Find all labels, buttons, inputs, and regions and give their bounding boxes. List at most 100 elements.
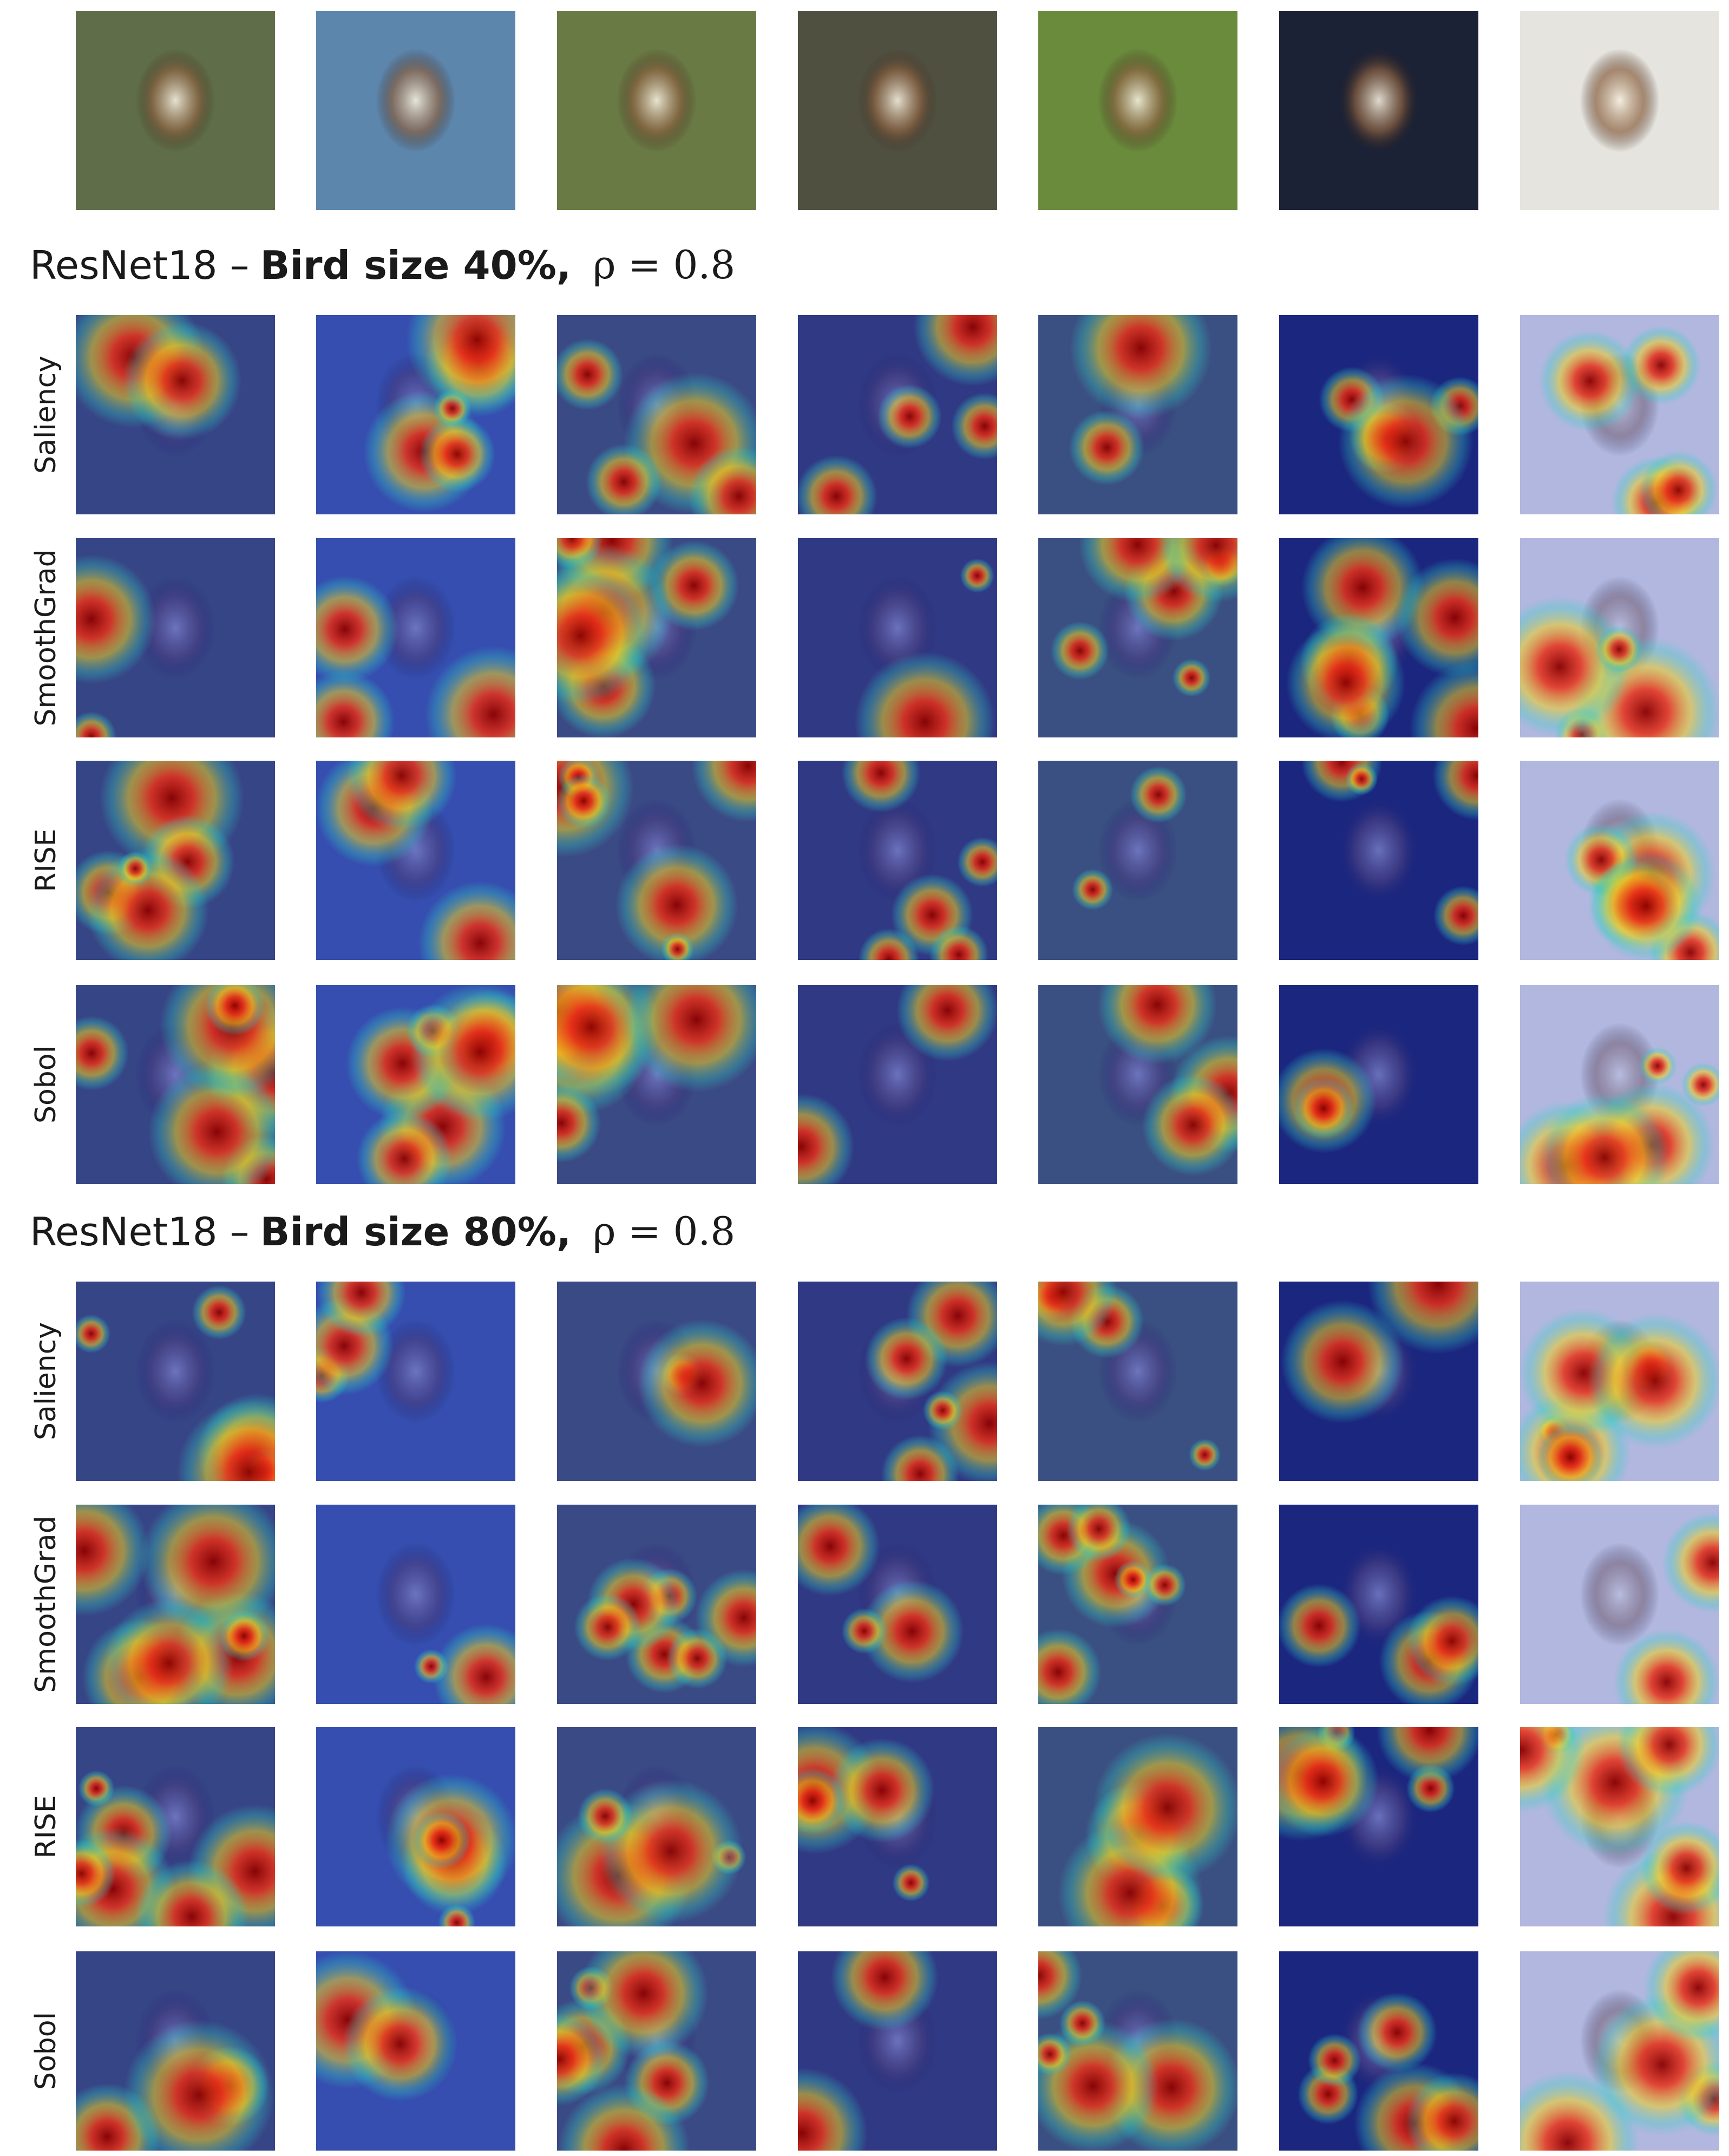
input-image	[798, 11, 997, 210]
heat-spot	[1038, 1282, 1118, 1347]
heat-spot	[798, 2067, 868, 2151]
heat-spot	[1038, 1951, 1083, 2020]
row-label: Saliency	[30, 356, 62, 474]
heat-spot	[412, 1811, 471, 1870]
heatmap-image	[76, 538, 275, 737]
bird	[1098, 48, 1178, 153]
bird	[1580, 48, 1660, 153]
heat-spot	[1357, 1992, 1437, 2073]
heat-spot	[1613, 1629, 1719, 1704]
heatmap-image	[1520, 1282, 1719, 1481]
section-title: ResNet18 – Bird size 40%, ρ = 0.8	[30, 242, 735, 288]
heat-spot	[1595, 625, 1643, 674]
heat-spot	[1540, 1092, 1670, 1184]
heat-spot	[87, 849, 209, 960]
heat-spot	[1069, 409, 1145, 486]
heat-spot	[830, 1951, 939, 2031]
heatmap-image	[316, 1727, 515, 1926]
heatmap-image	[1520, 1727, 1719, 1926]
heat-spot	[1070, 315, 1212, 420]
row-label: RISE	[30, 1795, 62, 1858]
heatmap-image	[1520, 1951, 1719, 2151]
heat-spot	[342, 1986, 458, 2102]
input-image	[557, 11, 756, 210]
heat-spot	[356, 1110, 453, 1184]
heat-spot	[205, 985, 265, 1036]
heat-spot	[76, 1505, 150, 1617]
heat-spot	[1409, 661, 1478, 737]
heat-spot	[1621, 325, 1701, 405]
heatmap-image	[1279, 761, 1478, 960]
heat-spot	[1638, 1047, 1677, 1085]
heat-spot	[1590, 850, 1702, 960]
row-label: SmoothGrad	[30, 1515, 62, 1693]
input-image	[316, 11, 515, 210]
heatmap-image	[557, 1951, 756, 2151]
heat-spot	[691, 761, 756, 822]
heat-spot	[688, 446, 756, 514]
title-model: ResNet18 –	[30, 1209, 250, 1255]
heatmap-image	[557, 1727, 756, 1926]
heat-spot	[346, 761, 457, 831]
heatmap-image	[798, 1727, 997, 1926]
heatmap-image	[76, 315, 275, 514]
heatmap-image	[557, 538, 756, 737]
heat-spot	[1616, 1727, 1719, 1798]
heat-spot	[410, 985, 515, 1122]
heat-spot	[176, 1400, 275, 1481]
heat-spot	[122, 321, 242, 441]
heat-spot	[123, 2019, 275, 2151]
heatmap-image	[1520, 761, 1719, 960]
heatmap-image	[316, 1505, 515, 1704]
heat-spot	[1292, 1077, 1355, 1140]
bird	[857, 48, 938, 153]
heatmap-image	[76, 1951, 275, 2151]
heat-spot	[599, 1779, 743, 1924]
heat-spot	[433, 1623, 515, 1704]
heat-spot	[1587, 1312, 1719, 1449]
heat-spot	[829, 1737, 935, 1844]
heat-spot	[1433, 885, 1478, 946]
heatmap-image	[1038, 1505, 1237, 1704]
heat-spot	[418, 881, 515, 960]
bird	[1339, 48, 1419, 153]
heat-spot	[957, 837, 997, 887]
heat-spot	[1059, 2000, 1106, 2047]
heatmap-image	[798, 985, 997, 1184]
heatmap-image	[1279, 538, 1478, 737]
row-label: Saliency	[30, 1322, 62, 1440]
heat-spot	[960, 558, 994, 593]
heat-spot	[841, 761, 921, 813]
heat-spot	[135, 1860, 248, 1926]
heat-spot	[316, 1282, 406, 1337]
heat-spot	[1405, 2072, 1478, 2151]
heatmap-image	[1038, 538, 1237, 737]
heat-spot	[585, 443, 662, 514]
row-label: RISE	[30, 828, 62, 892]
heat-spot	[1643, 1951, 1719, 2043]
heat-spot	[798, 1505, 880, 1597]
heat-spot	[405, 315, 515, 411]
heat-spot	[1406, 1596, 1478, 1687]
heatmap-image	[798, 315, 997, 514]
section-title: ResNet18 – Bird size 80%, ρ = 0.8	[30, 1208, 735, 1255]
heatmap-image	[557, 1505, 756, 1704]
heat-spot	[1432, 761, 1478, 821]
heat-spot	[424, 645, 515, 737]
input-image	[1038, 11, 1237, 210]
title-setting: Bird size 80%,	[260, 1209, 572, 1255]
heat-spot	[1038, 1629, 1102, 1704]
heat-spot	[76, 1016, 129, 1091]
heat-spot	[624, 985, 756, 1093]
heat-spot	[76, 711, 117, 737]
heat-spot	[438, 1904, 476, 1926]
row-label: SmoothGrad	[30, 549, 62, 726]
heatmap-image	[1279, 985, 1478, 1184]
heatmap-image	[1520, 985, 1719, 1184]
row-label: Sobol	[30, 2012, 62, 2090]
heat-spot	[922, 1390, 963, 1430]
heatmap-image	[316, 315, 515, 514]
input-image	[76, 11, 275, 210]
heatmap-image	[557, 315, 756, 514]
heatmap-image	[1038, 1951, 1237, 2151]
